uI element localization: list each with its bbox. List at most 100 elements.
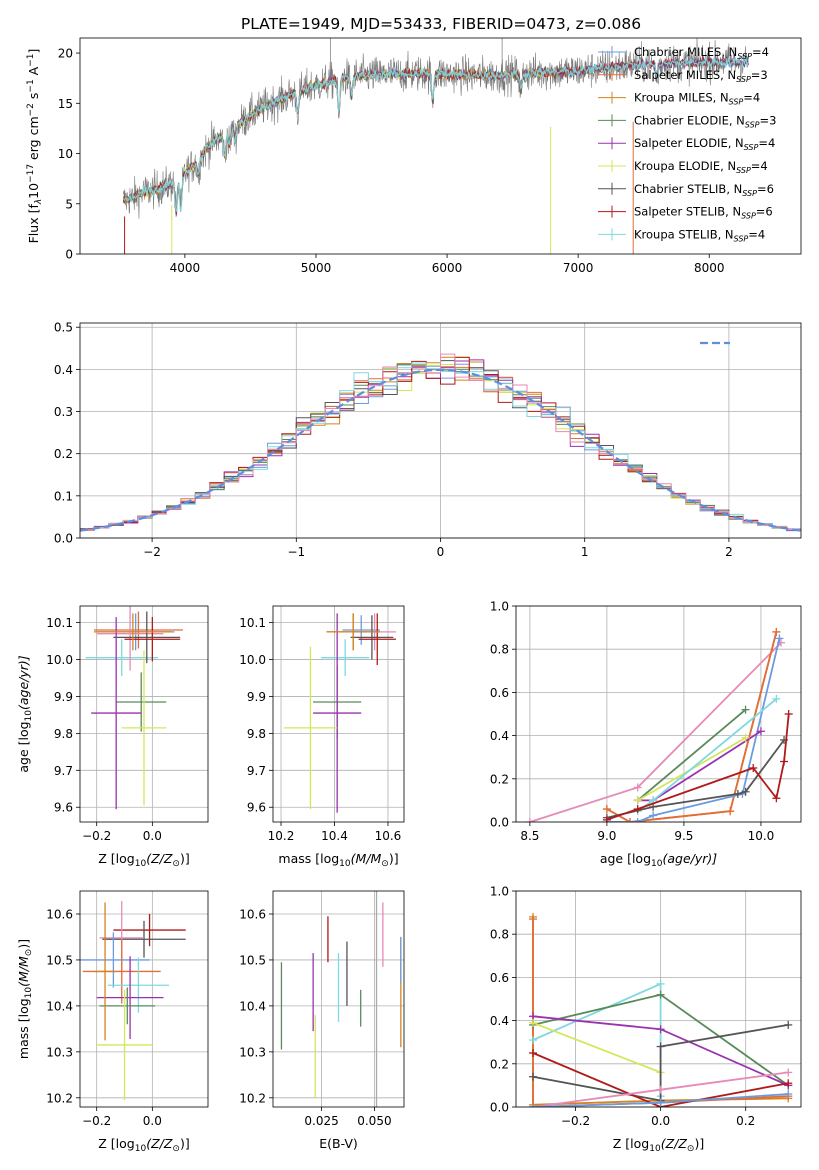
label-part: 10: [135, 859, 147, 869]
x-tick-label: 1: [581, 545, 589, 559]
x-tick-label: 2: [725, 545, 733, 559]
legend-entry: Kroupa MILES, NSSP=4: [598, 91, 760, 107]
y-tick-label: 0.0: [490, 1101, 509, 1115]
x-tick-label: 5000: [301, 261, 332, 275]
label-part: =6: [756, 205, 773, 219]
label-part: (Z/Z: [661, 1136, 688, 1151]
label-part: Salpeter ELODIE, N: [634, 136, 744, 150]
weight-marker: [741, 733, 750, 742]
weight-marker: [525, 818, 534, 822]
label-part: ⊙: [24, 949, 34, 957]
plot-area: [80, 353, 801, 532]
weight-marker: [741, 705, 750, 714]
weight-marker: [626, 818, 634, 822]
error-bar-point: [96, 956, 164, 1039]
weight-line: [529, 642, 782, 822]
weight-marker: [529, 1049, 538, 1057]
axes-frame: [272, 605, 405, 823]
weight-marker: [633, 805, 642, 814]
y-tick-label: 10.4: [239, 999, 266, 1013]
label-part: Flux [f: [26, 204, 41, 244]
label-part: age [log: [16, 721, 31, 772]
label-part: erg cm: [26, 116, 41, 164]
y-tick-label: 0.6: [490, 686, 509, 700]
legend-label: Salpeter MILES, NSSP=3: [634, 68, 768, 84]
legend-entry: Kroupa STELIB, NSSP=4: [598, 227, 765, 243]
y-tick-label: 0.2: [490, 772, 509, 786]
x-tick-label: −0.2: [561, 1114, 590, 1128]
label-part: 10: [24, 710, 34, 722]
error-bar-point: [99, 987, 156, 1025]
x-axis-label: Z [log10(Z/Z⊙)]: [98, 851, 189, 869]
weight-series: [529, 1068, 793, 1107]
y-tick-label: 15: [58, 97, 73, 111]
weight-series: [602, 627, 781, 822]
weight-marker: [529, 1103, 538, 1107]
label-part: A: [26, 66, 41, 79]
label-part: −2: [26, 103, 36, 116]
legend-label: Salpeter ELODIE, NSSP=4: [634, 136, 775, 152]
label-part: (age/yr)]: [662, 851, 717, 866]
x-tick-label: 0.2: [736, 1114, 755, 1128]
error-bar-point: [283, 646, 338, 810]
error-bar-point: [96, 989, 153, 1101]
error-bar-point: [358, 613, 396, 666]
legend-label: Chabrier STELIB, NSSP=6: [634, 182, 774, 198]
y-tick-label: 0.4: [54, 363, 73, 377]
error-bar-point: [91, 617, 142, 810]
x-tick-label: 0.0: [651, 1114, 670, 1128]
x-tick-label: 9.0: [597, 829, 616, 843]
x-tick-label: −0.2: [82, 829, 111, 843]
legend-entry: Kroupa ELODIE, NSSP=4: [598, 159, 768, 175]
y-axis-label: Flux [fλ10−17 erg cm−2 s−1 A−1]: [26, 49, 44, 244]
label-part: E(B-V): [319, 1136, 358, 1151]
y-tick-label: 0.4: [490, 729, 509, 743]
label-part: ]: [26, 49, 41, 54]
label-part: SSP: [734, 234, 749, 243]
label-part: −17: [26, 164, 36, 183]
y-tick-label: 0.3: [54, 405, 73, 419]
plot-area: [525, 627, 793, 822]
label-part: 10: [26, 183, 41, 199]
label-part: ⊙: [687, 1144, 695, 1154]
x-tick-label: −0.2: [82, 1114, 111, 1128]
y-tick-label: 5: [65, 197, 73, 211]
legend-entry: Salpeter MILES, NSSP=3: [598, 68, 768, 84]
weight-marker: [649, 811, 658, 820]
x-tick-label: −1: [287, 545, 305, 559]
legend-entry: Salpeter STELIB, NSSP=6: [598, 205, 773, 221]
gridlines: [273, 606, 404, 822]
y-tick-label: 1.0: [490, 885, 509, 899]
x-tick-label: 7000: [563, 261, 594, 275]
weight-line: [532, 1021, 661, 1074]
error-bar-point: [107, 957, 170, 1013]
label-part: Chabrier STELIB, N: [634, 182, 742, 196]
plot-area: [122, 38, 750, 254]
error-bar-point: [121, 650, 167, 806]
y-tick-label: 10.1: [46, 616, 73, 630]
label-part: (M/M: [16, 956, 31, 987]
y-tick-label: 9.8: [247, 727, 266, 741]
y-tick-label: 10.1: [239, 616, 266, 630]
x-tick-label: 8.5: [520, 829, 539, 843]
weight-series: [529, 1020, 793, 1105]
residual-histogram-panel: −2 −1 0 1 2 0.0 0.1 0.2 0.3 0.4 0.5: [54, 321, 802, 559]
weight-marker: [633, 818, 642, 822]
label-part: Kroupa STELIB, N: [634, 227, 734, 241]
y-tick-label: 9.6: [247, 801, 266, 815]
legend-label: Kroupa STELIB, NSSP=4: [634, 227, 765, 243]
model-spectrum: [123, 56, 750, 212]
weight-marker: [529, 1018, 538, 1027]
y-tick-label: 0.4: [490, 1014, 509, 1028]
label-part: )]: [389, 851, 399, 866]
weight-marker: [529, 915, 538, 924]
weight-marker: [784, 710, 793, 718]
error-bar-point: [102, 920, 186, 958]
age-vs-metallicity-panel: −0.2 0.09.69.79.89.910.010.1Z [log10(Z/Z⊙…: [16, 605, 209, 869]
weight-line: [637, 709, 747, 802]
weight-line: [606, 631, 778, 822]
gridlines: [273, 891, 404, 1107]
